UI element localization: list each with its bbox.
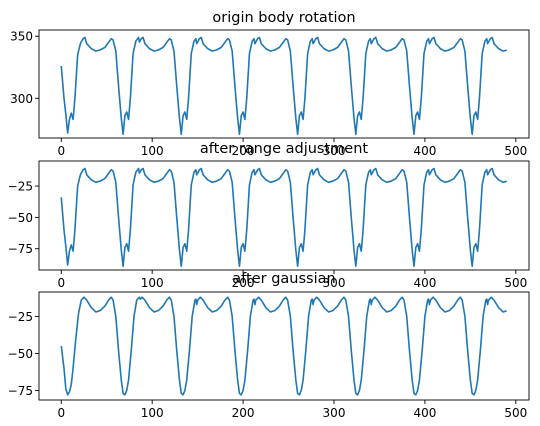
x-tick-label: 400 [413,144,436,158]
plot-frame [38,291,530,401]
plot-frame [38,160,530,271]
x-tick-label: 400 [413,406,436,420]
x-tick-label: 200 [232,406,255,420]
x-tick-label: 100 [141,276,164,290]
subplot-origin-body-rotation: origin body rotation 0 100 200 300 400 500 300 3… [10,10,530,158]
x-tick-label: 500 [504,144,527,158]
series-line [60,296,507,396]
x-tick-label: 500 [504,276,527,290]
x-tick-label: 100 [141,144,164,158]
plot-frame [38,29,530,139]
x-tick-label: 300 [323,406,346,420]
x-tick-label: 0 [57,144,65,158]
subplot-after-gaussian: after gaussian 0 100 200 300 400 500 −25 −50 −75 [8,271,530,420]
y-tick-label: −75 [8,242,33,256]
x-tick-label: 400 [413,276,436,290]
series-line [60,167,507,268]
x-tick-label: 200 [232,276,255,290]
subplot-title: origin body rotation [212,10,355,26]
y-tick-label: −50 [8,347,33,361]
y-tick-label: −50 [8,211,33,225]
x-tick-label: 300 [323,276,346,290]
subplot-title: after range adjustment [200,141,368,157]
y-tick-label: 350 [10,30,33,44]
x-tick-label: 200 [232,144,255,158]
x-tick-label: 0 [57,276,65,290]
y-tick-label: −75 [8,384,33,398]
x-tick-label: 100 [141,406,164,420]
x-tick-label: 0 [57,406,65,420]
y-tick-label: −25 [8,310,33,324]
subplot-after-range-adjustment: after range adjustment 0 100 200 300 400 500 −2… [8,141,530,290]
subplot-title: after gaussian [232,271,335,287]
y-tick-label: −25 [8,180,33,194]
series-line [60,36,507,136]
x-tick-label: 500 [504,406,527,420]
y-tick-label: 300 [10,92,33,106]
x-tick-label: 300 [323,144,346,158]
